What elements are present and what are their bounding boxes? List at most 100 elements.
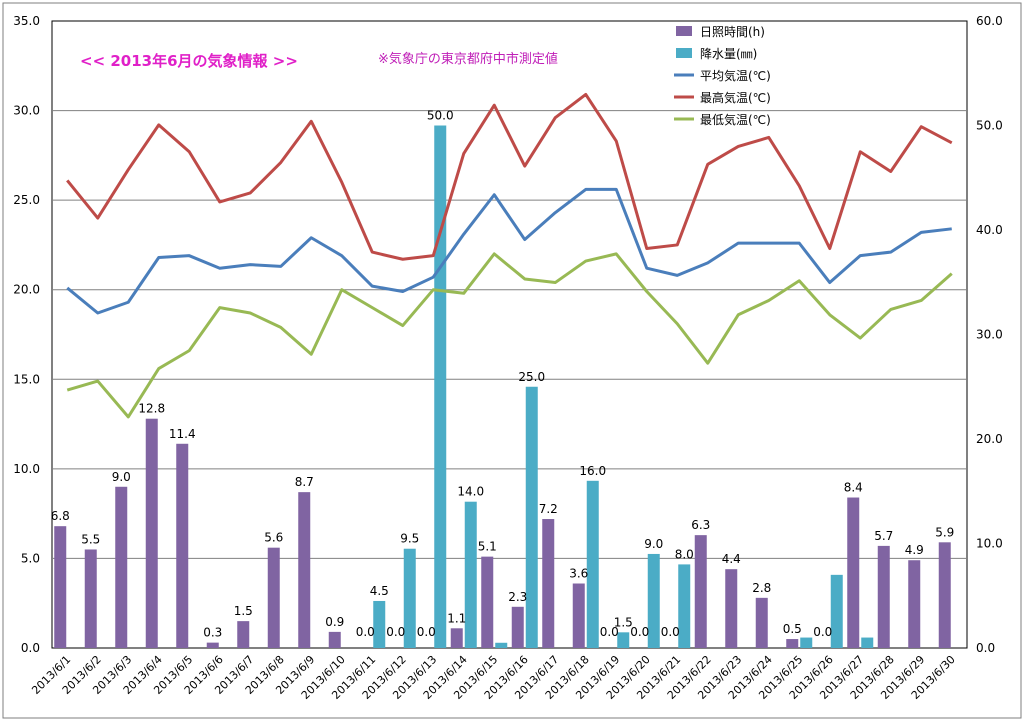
rainfall-bar [678,564,691,648]
sunshine-data-label: 0.0 [661,625,680,639]
rainfall-data-label: 9.5 [400,532,419,546]
rainfall-data-label: 9.0 [644,537,663,551]
rainfall-bar [464,501,477,648]
sunshine-data-label: 5.5 [81,532,100,546]
rainfall-bar [800,637,813,648]
sunshine-data-label: 6.8 [51,509,70,523]
rainfall-data-label: 50.0 [427,109,454,123]
sunshine-data-label: 5.9 [935,525,954,539]
grid-lines [52,110,967,559]
rainfall-data-label: 25.0 [518,370,545,384]
sunshine-bar [786,639,799,648]
sunshine-bar [54,526,67,648]
left-tick-label: 25.0 [13,193,40,207]
sunshine-bar [450,628,463,648]
rainfall-bar [373,600,386,648]
left-tick-label: 0.0 [21,641,40,655]
legend-label: 平均気温(℃) [700,68,771,83]
data-labels: 6.8 5.5 9.0 12.8 11.4 0.3 1.5 5.6 8.7 0.9 0.0 0.0 0.… [51,109,955,640]
rainfall-data-label: 16.0 [579,464,606,478]
avg-temp-line [66,187,952,315]
rainfall-bar [830,574,843,648]
sunshine-data-label: 11.4 [169,427,196,441]
right-tick-label: 10.0 [976,537,1003,551]
sunshine-bar [267,547,280,648]
sunshine-data-label: 3.6 [569,567,588,581]
legend-label: 日照時間(h) [700,25,765,39]
sunshine-bar [908,560,921,648]
sunshine-bar [877,545,890,648]
sunshine-data-label: 5.6 [264,531,283,545]
sunshine-data-label: 0.9 [325,615,344,629]
max-temp-line [66,92,953,261]
rainfall-bar [861,637,874,648]
rainfall-bar [434,125,447,648]
chart-subtitle: ※気象庁の東京都府中市測定値 [378,51,558,67]
sunshine-bar [298,492,311,648]
sunshine-bar [542,519,555,648]
sunshine-data-label: 4.4 [722,552,741,566]
sunshine-data-label: 8.4 [844,481,863,495]
chart-title: << 2013年6月の気象情報 >> [80,52,298,70]
right-tick-label: 0.0 [976,641,995,655]
legend-label: 最高気温(℃) [700,90,771,105]
sunshine-data-label: 2.3 [508,590,527,604]
sunshine-data-label: 7.2 [539,502,558,516]
rainfall-bar [586,480,599,648]
sunshine-data-label: 4.9 [905,543,924,557]
sunshine-bar [481,556,494,648]
right-tick-label: 50.0 [976,119,1003,133]
min-temp-line [66,252,953,419]
sunshine-data-label: 2.8 [752,581,771,595]
sunshine-bar [511,606,524,648]
sunshine-bar [572,583,585,648]
sunshine-bar [847,497,860,648]
sunshine-data-label: 1.5 [234,604,253,618]
rainfall-bar [495,642,508,648]
right-tick-label: 30.0 [976,328,1003,342]
legend: 日照時間(h) 降水量(㎜) 平均気温(℃) 最高気温(℃) 最低気温(℃) [674,25,771,127]
left-tick-label: 15.0 [13,372,40,386]
sunshine-data-label: 12.8 [138,402,165,416]
sunshine-data-label: 0.0 [630,625,649,639]
sunshine-bar [328,631,341,648]
sunshine-bar [755,597,768,648]
plot-area [51,20,968,649]
rainfall-bar [403,548,416,648]
rainfall-bar [647,553,660,648]
sunshine-bar [145,418,158,648]
sunshine-data-label: 0.5 [783,622,802,636]
sunshine-data-label: 1.1 [447,611,466,625]
left-tick-label: 10.0 [13,462,40,476]
sunshine-data-label: 0.0 [356,625,375,639]
sunshine-bar [115,486,128,648]
sunshine-bar [938,542,951,648]
sunshine-bar [206,642,219,648]
left-tick-label: 5.0 [21,551,40,565]
sunshine-bar [237,621,250,648]
rainfall-data-label: 4.5 [370,584,389,598]
left-tick-label: 30.0 [13,104,40,118]
legend-label: 最低気温(℃) [700,112,771,127]
rainfall-bar [617,632,630,648]
sunshine-data-label: 0.0 [417,625,436,639]
right-tick-label: 20.0 [976,432,1003,446]
rainfall-data-label: 8.0 [675,547,694,561]
sunshine-data-label: 8.7 [295,475,314,489]
sunshine-data-label: 9.0 [112,470,131,484]
sunshine-bar [176,443,189,648]
legend-label: 降水量(㎜) [700,47,757,61]
right-tick-label: 60.0 [976,14,1003,28]
legend-swatch-bar [676,26,692,36]
legend-swatch-bar [676,48,692,58]
right-tick-label: 40.0 [976,223,1003,237]
sunshine-bar [84,549,97,648]
line-series [66,92,953,419]
rainfall-bar [525,386,538,648]
sunshine-bar [725,569,738,648]
bar-series [54,125,951,648]
sunshine-data-label: 6.3 [691,518,710,532]
rainfall-data-label: 14.0 [457,485,484,499]
